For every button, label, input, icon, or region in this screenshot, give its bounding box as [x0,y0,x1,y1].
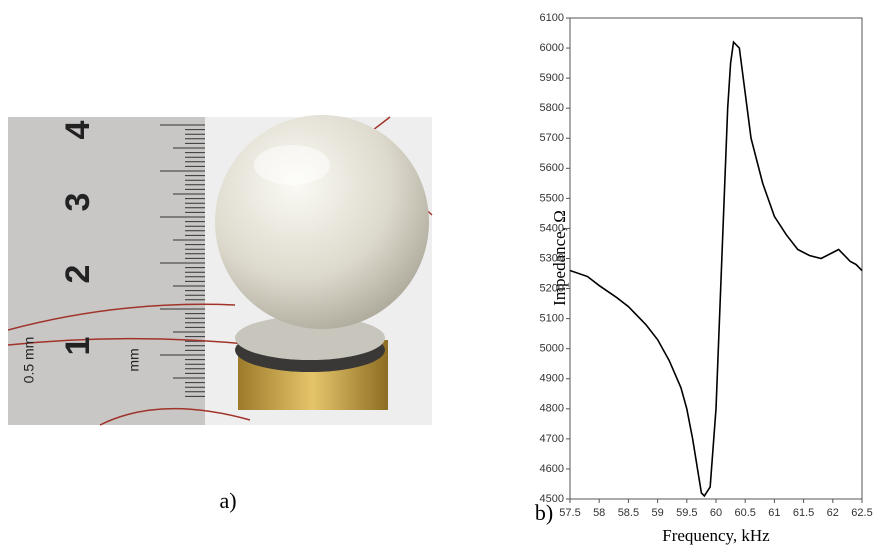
ruler-number: 4 [59,120,97,139]
x-tick-label: 60.5 [734,507,755,519]
y-tick-label: 5100 [540,313,564,325]
x-tick-label: 58.5 [618,507,639,519]
sphere [215,115,429,329]
ruler-unit: 0.5 mm [21,337,37,384]
photo [7,115,433,426]
data-line [569,40,863,498]
x-tick-label: 59.5 [676,507,697,519]
y-tick-label: 5000 [540,343,564,355]
panel-label: a) [219,488,236,513]
ruler-number: 3 [59,193,97,212]
x-axis-label: Frequency, kHz [662,526,770,545]
ruler [8,117,205,425]
x-tick-label: 59 [651,507,663,519]
ring-top [235,316,385,360]
ruler-number: 2 [59,265,97,284]
y-tick-label: 4500 [540,493,564,505]
y-axis-label: Impedance, Ω [550,210,569,306]
y-tick-label: 6000 [540,42,564,54]
highlight [254,145,330,185]
y-tick-label: 4600 [540,463,564,475]
y-tick-label: 5200 [540,282,564,294]
y-tick-label: 4800 [540,403,564,415]
y-tick-label: 5700 [540,132,564,144]
x-tick-label: 62 [827,507,839,519]
y-tick-label: 5400 [540,222,564,234]
y-tick-label: 5900 [540,72,564,84]
y-tick-label: 5600 [540,162,564,174]
ruler-number: 1 [59,337,97,356]
x-tick-label: 58 [593,507,605,519]
ruler-unit: mm [126,348,142,371]
panel-label: b) [535,500,553,525]
x-tick-label: 57.5 [559,507,580,519]
ruler-ticks [160,124,205,397]
y-tick-label: 5800 [540,102,564,114]
x-tick-label: 62.5 [851,507,872,519]
y-tick-label: 6100 [540,12,564,24]
y-tick-label: 5500 [540,192,564,204]
y-tick-label: 4700 [540,433,564,445]
x-tick-label: 60 [710,507,722,519]
x-tick-label: 61.5 [793,507,814,519]
y-tick-label: 5300 [540,252,564,264]
y-tick-label: 4900 [540,373,564,385]
x-tick-label: 61 [768,507,780,519]
